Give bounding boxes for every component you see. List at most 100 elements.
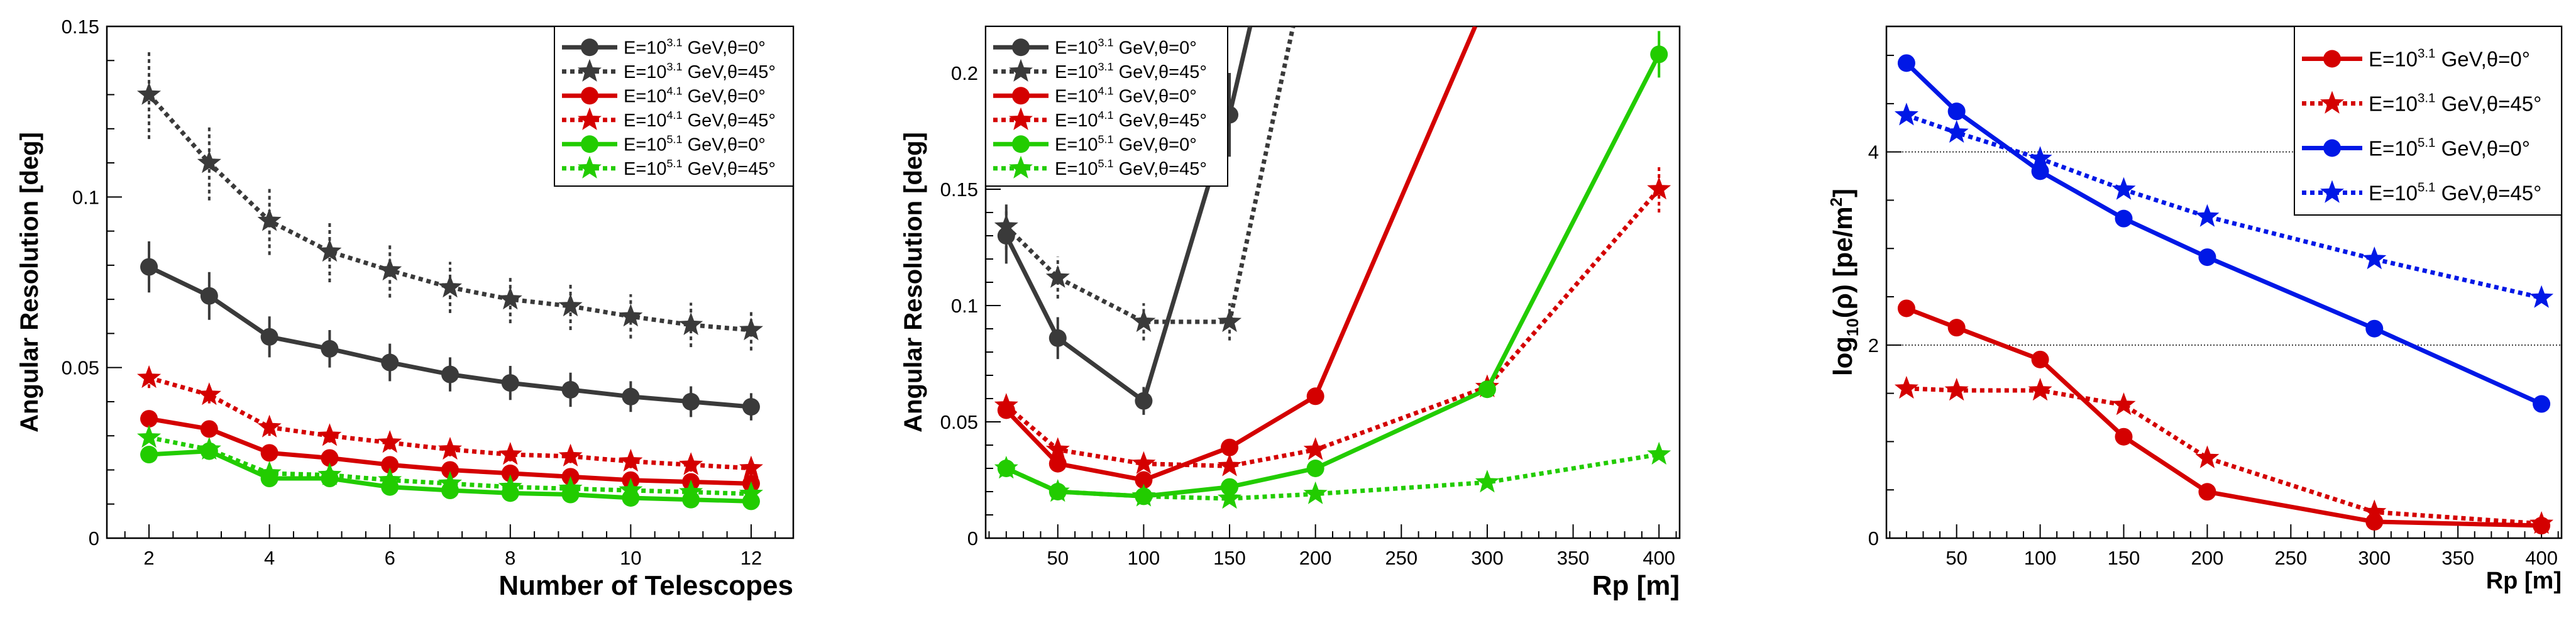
data-point (378, 430, 402, 453)
legend-label: E=103.1 GeV,θ=0° (2369, 47, 2530, 71)
legend-label: E=104.1 GeV,θ=45° (1055, 109, 1207, 131)
data-point (682, 392, 700, 411)
x-tick-label: 150 (1213, 547, 1246, 569)
data-point (137, 365, 162, 389)
data-point (257, 460, 282, 484)
legend-label-part: GeV,θ=0° (683, 135, 766, 155)
y-tick-label: 0 (967, 527, 978, 549)
data-point (679, 312, 703, 335)
data-point (1131, 309, 1156, 333)
data-point (1947, 102, 1966, 121)
legend-label-part: E=10 (1055, 159, 1098, 179)
data-point (2198, 483, 2216, 501)
data-point (317, 462, 342, 485)
legend-label-part: GeV,θ=0° (1114, 87, 1197, 107)
plot-area (137, 50, 763, 510)
legend-label-part: GeV,θ=45° (2435, 92, 2541, 115)
data-point (378, 467, 402, 490)
data-point (2529, 511, 2554, 534)
data-point (1306, 460, 1324, 477)
legend-label: E=104.1 GeV,θ=0° (624, 85, 766, 107)
y-tick-label: 0.05 (940, 411, 978, 433)
data-point (1944, 119, 1969, 143)
y-tick-label: 0.1 (72, 186, 99, 208)
legend-label-part: E=10 (624, 38, 667, 58)
series-1 (1897, 299, 2551, 535)
legend-marker (1009, 107, 1033, 130)
legend-label-part: E=10 (624, 111, 667, 131)
legend-marker (1009, 58, 1033, 82)
x-tick-label: 4 (264, 547, 275, 569)
legend-marker (578, 107, 602, 130)
legend-label-part: GeV,θ=0° (683, 38, 766, 58)
legend-label-part: E=10 (1055, 62, 1098, 82)
data-point (438, 471, 462, 494)
legend-label-exp: 5.1 (2418, 136, 2435, 150)
data-point (501, 464, 519, 482)
data-point (1894, 375, 1918, 399)
y-tick-label: 2 (1868, 334, 1879, 356)
x-tick-label: 400 (2525, 547, 2558, 569)
series-3 (1897, 54, 2551, 413)
data-point (2115, 209, 2133, 228)
y-tick-label: 0.15 (940, 179, 978, 201)
plot-frame (106, 25, 795, 539)
data-point (438, 436, 462, 460)
data-point (260, 328, 278, 346)
data-point (2533, 395, 2551, 413)
data-point (1218, 309, 1242, 333)
data-point (2111, 392, 2136, 416)
x-axis-label: Rp [m] (2486, 568, 2562, 594)
legend-label: E=103.1 GeV,θ=45° (2369, 91, 2541, 116)
data-point (1135, 471, 1153, 489)
series-4 (994, 166, 1671, 477)
series-4 (137, 365, 763, 478)
data-point (1303, 481, 1328, 504)
legend-label-part: GeV,θ=45° (683, 62, 776, 82)
x-tick-label: 10 (620, 547, 641, 569)
x-tick-label: 400 (1643, 547, 1675, 569)
data-point (137, 82, 162, 105)
data-point (679, 452, 703, 475)
data-point (1131, 483, 1156, 507)
data-point (498, 287, 522, 310)
legend: E=103.1 GeV,θ=0°E=103.1 GeV,θ=45°E=104.1… (554, 26, 794, 187)
x-tick-label: 250 (1385, 547, 1417, 569)
legend-label: E=105.1 GeV,θ=0° (1055, 133, 1197, 155)
legend-label: E=105.1 GeV,θ=45° (624, 157, 776, 179)
y-axis-label-part: (ρ) [pe/m (1828, 206, 1858, 318)
series-4 (1894, 102, 2554, 308)
legend-label: E=105.1 GeV,θ=45° (2369, 180, 2541, 205)
data-point (321, 449, 339, 467)
series-line (1005, 187, 1661, 468)
legend-label-exp: 3.1 (1098, 36, 1114, 49)
data-point (622, 387, 640, 406)
y-axis-label-part: ] (1828, 189, 1858, 197)
data-point (441, 461, 459, 479)
data-point (561, 380, 580, 399)
x-tick-label: 350 (2441, 547, 2474, 569)
data-point (739, 317, 763, 341)
x-tick-label: 250 (2274, 547, 2307, 569)
legend: E=103.1 GeV,θ=0°E=103.1 GeV,θ=45°E=104.1… (985, 26, 1228, 187)
data-point (994, 456, 1018, 479)
series-6 (994, 441, 1671, 509)
data-point (2198, 248, 2216, 267)
data-point (1218, 453, 1242, 477)
y-axis-label-sub: 10 (1843, 318, 1862, 336)
data-point (2195, 445, 2220, 468)
x-tick-label: 8 (505, 547, 515, 569)
data-point (200, 420, 218, 438)
x-tick-label: 50 (1946, 547, 1967, 569)
legend-label-part: GeV,θ=45° (1114, 159, 1207, 179)
x-tick-label: 300 (2358, 547, 2391, 569)
y-tick-label: 0 (89, 527, 99, 549)
data-point (498, 474, 522, 497)
legend-label-exp: 4.1 (667, 85, 683, 97)
legend-label-exp: 4.1 (1098, 109, 1114, 121)
y-tick-label: 0.05 (62, 357, 99, 379)
legend-label-part: GeV,θ=0° (1114, 135, 1197, 155)
y-tick-label: 0.2 (951, 62, 978, 84)
legend-label: E=103.1 GeV,θ=45° (624, 60, 776, 82)
